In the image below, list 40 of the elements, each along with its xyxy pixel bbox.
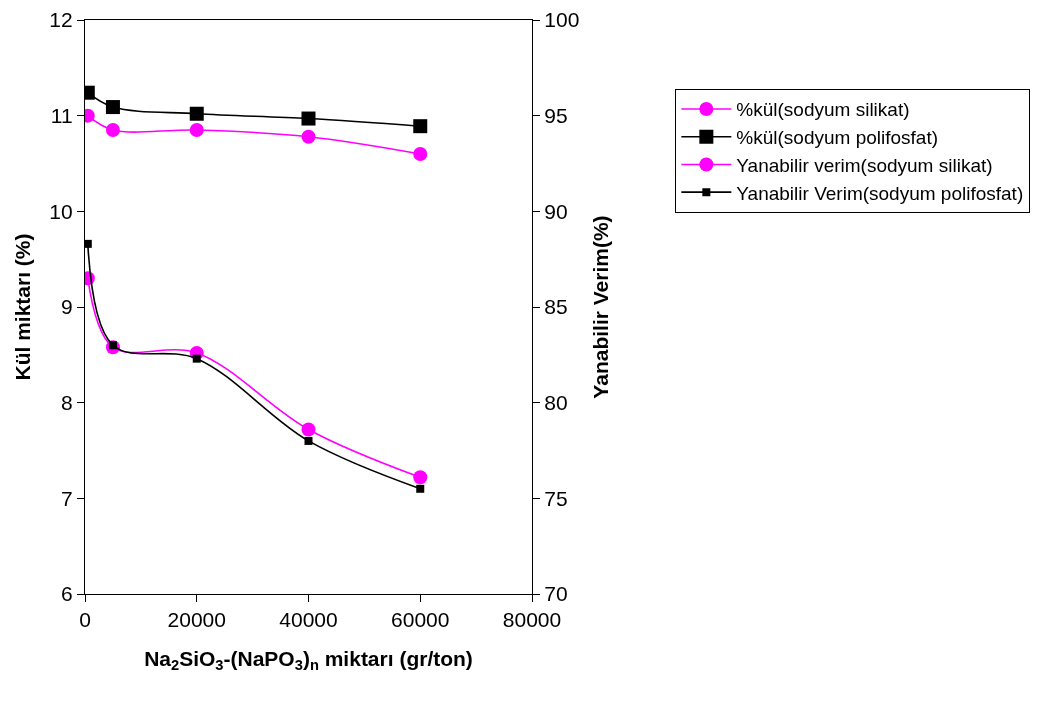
x-tick-label: 40000	[279, 608, 338, 632]
x-tick-label: 0	[79, 608, 91, 632]
y-axis-title: Kül miktarı (%)	[11, 233, 35, 381]
y2-tick-label: 75	[544, 486, 568, 510]
y-tick-label: 11	[50, 104, 73, 128]
y2-tick-label: 80	[544, 391, 568, 415]
point	[413, 146, 428, 161]
legend-label: Yanabilir Verim(sodyum polifosfat)	[736, 182, 1024, 204]
y2-tick-label: 90	[544, 199, 568, 223]
y-tick-label: 6	[60, 582, 73, 606]
x-tick-label: 80000	[502, 608, 562, 632]
text: Na$_{2}$SiO$_{3}$-(NaPO$_{3}$)$_{n}$ miktarı (gr/ton)	[144, 646, 473, 673]
point	[189, 123, 204, 138]
y-tick-label: 9	[60, 295, 73, 319]
x-tick-label: 20000	[167, 608, 226, 632]
point	[413, 470, 428, 485]
legend-label: %kül(sodyum silikat)	[736, 99, 910, 121]
point	[85, 239, 92, 248]
point	[304, 436, 313, 445]
y-tick-label: 12	[49, 8, 73, 32]
point	[301, 422, 316, 437]
point	[416, 484, 425, 493]
y2-axis-title: Yanabilir Verim(%)	[588, 215, 612, 399]
point	[301, 111, 316, 126]
legend-label: Yanabilir verim(sodyum silikat)	[736, 154, 993, 176]
y-tick-label: 10	[49, 199, 73, 223]
x-tick-label: 60000	[391, 608, 450, 632]
y2-tick-label: 100	[544, 8, 580, 32]
point	[301, 129, 316, 144]
point	[192, 354, 201, 363]
y-tick-label: 8	[60, 391, 73, 415]
legend-label: %kül(sodyum polifosfat)	[736, 127, 939, 149]
y2-tick-label: 70	[544, 582, 568, 606]
y2-tick-label: 95	[544, 104, 568, 128]
y-tick-label: 7	[60, 486, 73, 510]
point	[105, 123, 120, 138]
point	[189, 106, 204, 121]
point	[105, 100, 120, 115]
y2-tick-label: 85	[544, 295, 568, 319]
point	[413, 119, 428, 134]
